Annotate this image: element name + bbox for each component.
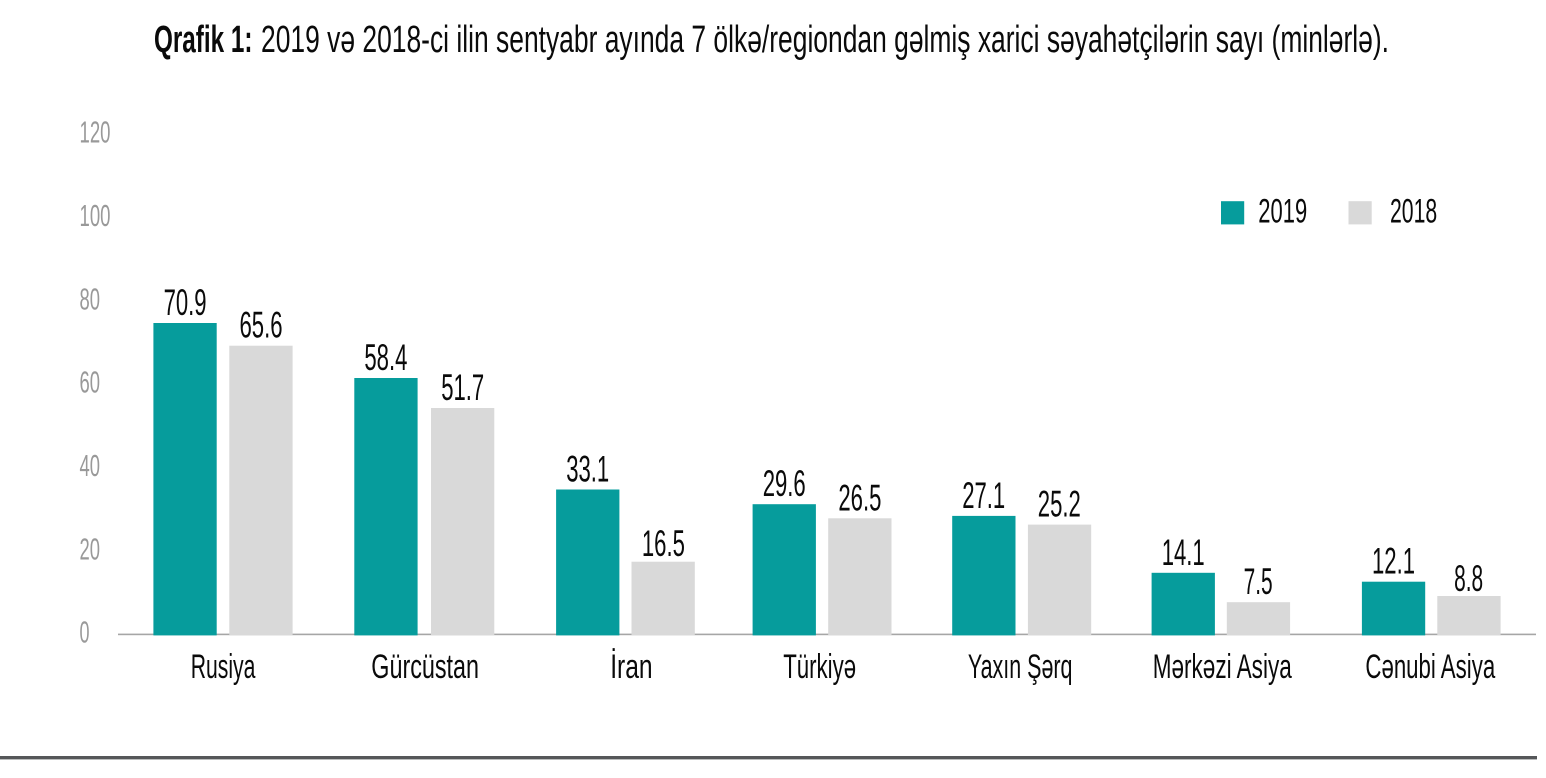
svg-text:70.9: 70.9	[164, 282, 207, 323]
svg-text:14.1: 14.1	[1162, 532, 1205, 573]
svg-text:51.7: 51.7	[441, 367, 484, 408]
svg-text:2019: 2019	[1258, 193, 1307, 231]
svg-text:7.5: 7.5	[1244, 561, 1273, 602]
svg-text:Cənubi Asiya: Cənubi Asiya	[1365, 648, 1495, 686]
svg-text:2019 və 2018-ci ilin sentyabr: 2019 və 2018-ci ilin sentyabr ayında 7 ö…	[261, 19, 1389, 61]
svg-text:120: 120	[80, 115, 111, 150]
svg-text:8.8: 8.8	[1454, 558, 1483, 599]
svg-text:29.6: 29.6	[763, 463, 806, 504]
svg-text:27.1: 27.1	[962, 475, 1005, 516]
svg-text:2018: 2018	[1390, 193, 1437, 231]
svg-text:Gürcüstan: Gürcüstan	[371, 648, 479, 686]
svg-text:65.6: 65.6	[240, 305, 283, 346]
svg-text:Türkiyə: Türkiyə	[783, 648, 856, 686]
svg-text:12.1: 12.1	[1372, 541, 1415, 582]
svg-text:80: 80	[80, 281, 101, 316]
svg-text:Mərkəzi Asiya: Mərkəzi Asiya	[1153, 648, 1292, 686]
svg-text:60: 60	[80, 365, 101, 400]
svg-text:Rusiya: Rusiya	[191, 648, 256, 686]
svg-text:16.5: 16.5	[642, 523, 685, 564]
svg-text:33.1: 33.1	[566, 449, 609, 490]
svg-text:25.2: 25.2	[1038, 484, 1081, 525]
svg-text:26.5: 26.5	[838, 477, 881, 518]
svg-text:Yaxın Şərq: Yaxın Şərq	[968, 648, 1073, 686]
svg-text:58.4: 58.4	[364, 337, 407, 378]
svg-text:40: 40	[80, 448, 101, 483]
svg-text:20: 20	[80, 531, 101, 566]
svg-text:İran: İran	[610, 648, 652, 686]
svg-text:100: 100	[80, 198, 111, 233]
svg-text:Qrafik 1:: Qrafik 1:	[154, 19, 252, 61]
svg-text:0: 0	[80, 615, 90, 650]
